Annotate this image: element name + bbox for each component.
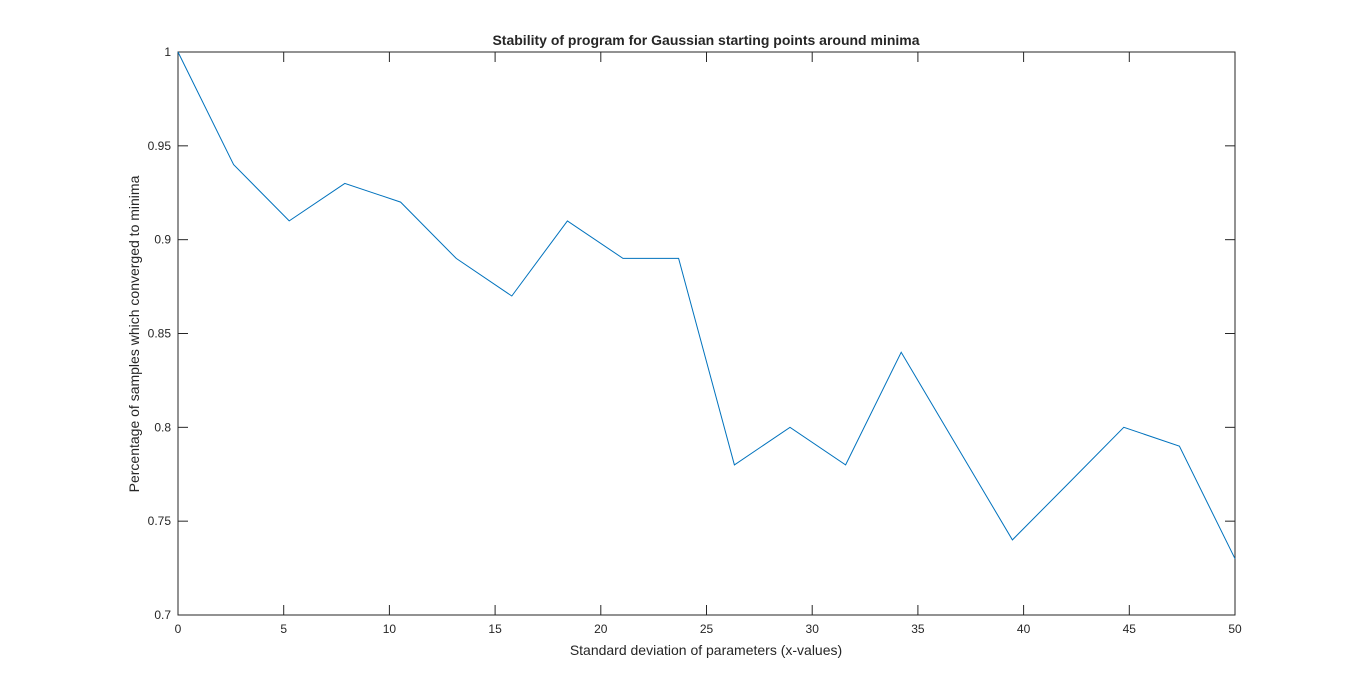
y-tick-label: 0.9 bbox=[154, 233, 171, 247]
y-tick-label: 0.85 bbox=[148, 327, 172, 341]
plot-frame bbox=[177, 51, 1236, 616]
x-tick-label: 45 bbox=[1123, 622, 1137, 636]
x-tick-label: 20 bbox=[594, 622, 608, 636]
y-tick-label: 1 bbox=[164, 45, 171, 59]
chart-title: Stability of program for Gaussian starti… bbox=[492, 32, 919, 48]
y-tick-label: 0.8 bbox=[154, 420, 171, 434]
x-tick-label: 0 bbox=[175, 622, 182, 636]
x-tick-label: 25 bbox=[700, 622, 714, 636]
y-tick-label: 0.75 bbox=[148, 514, 172, 528]
x-tick-label: 35 bbox=[911, 622, 925, 636]
x-tick-label: 40 bbox=[1017, 622, 1031, 636]
x-tick-label: 5 bbox=[280, 622, 287, 636]
x-tick-label: 10 bbox=[383, 622, 397, 636]
x-tick-label: 50 bbox=[1228, 622, 1242, 636]
y-axis-label: Percentage of samples which converged to… bbox=[126, 175, 142, 492]
series-line bbox=[177, 51, 1236, 559]
x-tick-label: 30 bbox=[806, 622, 820, 636]
y-tick-label: 0.7 bbox=[154, 608, 171, 622]
x-tick-label: 15 bbox=[488, 622, 502, 636]
y-tick-label: 0.95 bbox=[148, 139, 172, 153]
plot-area: 0 5 10 15 20 25 30 35 40 45 50 0.7 0.75 0.8 0.85 0.9 0.9… bbox=[148, 45, 1242, 636]
x-axis-label: Standard deviation of parameters (x-valu… bbox=[570, 642, 842, 658]
